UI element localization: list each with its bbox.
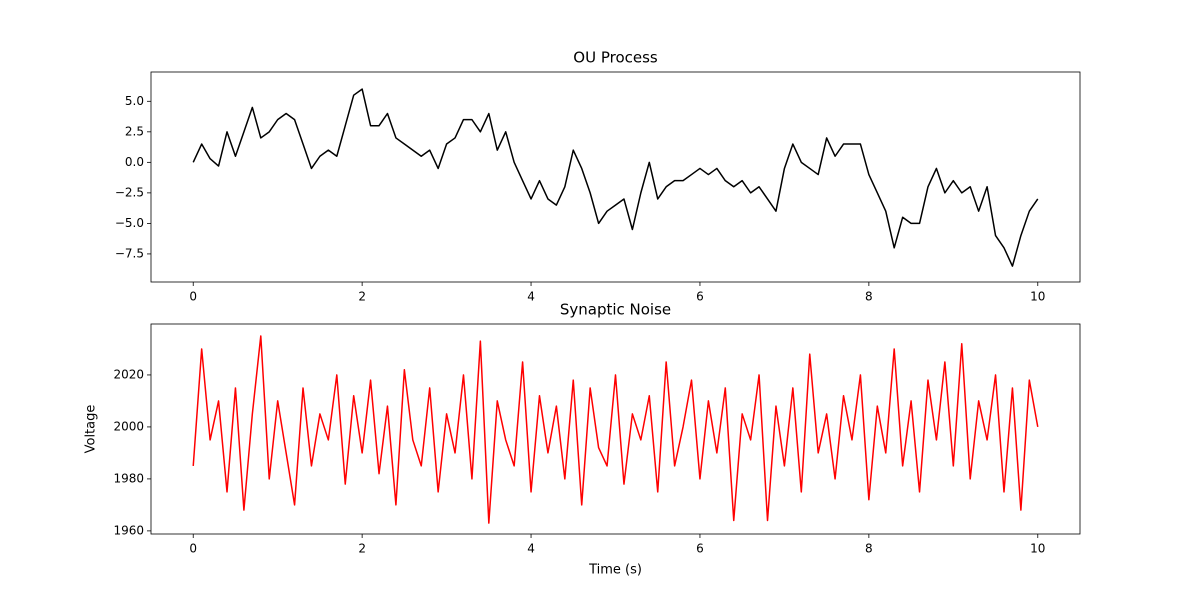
y-tick-label: −5.0	[115, 216, 144, 230]
y-tick-label: 2020	[113, 367, 144, 381]
axes-frame	[150, 71, 1081, 283]
x-tick-label: 6	[696, 542, 704, 556]
x-tick-label: 2	[358, 290, 366, 304]
y-tick-label: −7.5	[115, 246, 144, 260]
x-tick-label: 6	[696, 290, 704, 304]
x-tick-label: 4	[527, 542, 535, 556]
x-tick-label: 4	[527, 290, 535, 304]
x-tick-label: 8	[865, 290, 873, 304]
y-tick-label: 2.5	[125, 124, 144, 138]
x-tick-label: 10	[1030, 542, 1045, 556]
x-tick-label: 10	[1030, 290, 1045, 304]
data-line	[192, 335, 1039, 524]
y-tick-label: 2000	[113, 419, 144, 433]
y-tick-label: 1960	[113, 523, 144, 537]
y-tick-label: −2.5	[115, 185, 144, 199]
y-tick-label: 1980	[113, 471, 144, 485]
y-tick-label: 0.0	[125, 155, 144, 169]
y-axis-label: Voltage	[84, 405, 99, 454]
chart-title: OU Process	[573, 49, 658, 67]
x-tick-label: 0	[189, 290, 197, 304]
chart-title: Synaptic Noise	[560, 301, 671, 319]
x-tick-label: 8	[865, 542, 873, 556]
x-axis-label: Time (s)	[588, 563, 642, 578]
axes-frame	[150, 323, 1081, 535]
x-tick-label: 0	[189, 542, 197, 556]
x-tick-label: 2	[358, 542, 366, 556]
data-line	[192, 88, 1039, 267]
y-tick-label: 5.0	[125, 94, 144, 108]
